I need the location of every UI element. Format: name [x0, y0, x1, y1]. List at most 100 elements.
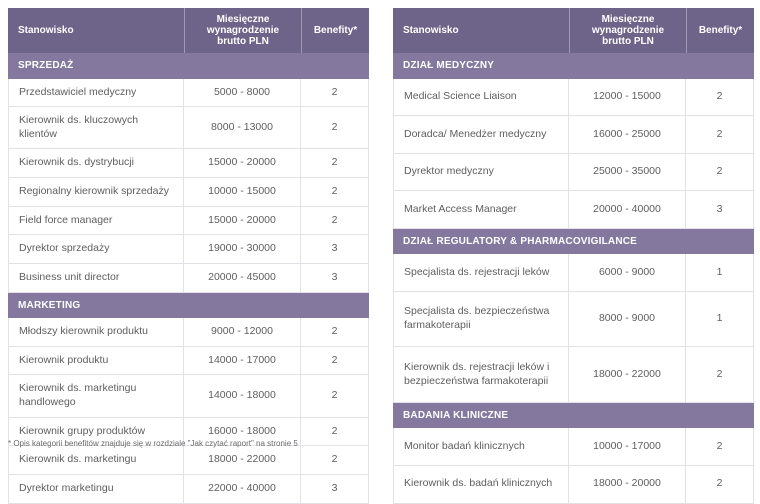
position-cell: Specjalista ds. rejestracji leków [393, 254, 569, 292]
section-header-row: SPRZEDAŻ [8, 53, 369, 79]
benefits-cell: 2 [301, 206, 369, 236]
salary-cell: 19000 - 30000 [184, 235, 301, 264]
table-row: Kierownik produktu 14000 - 17000 2 [8, 346, 369, 376]
salary-cell: 8000 - 9000 [569, 291, 686, 348]
position-cell: Kierownik ds. dystrybucji [8, 149, 184, 179]
salary-cell: 10000 - 17000 [569, 428, 686, 466]
table-header-row: Stanowisko Miesięczne wynagrodzenie brutt… [393, 8, 754, 53]
table-row: Dyrektor sprzedaży 19000 - 30000 3 [8, 235, 369, 264]
column-header-position: Stanowisko [8, 8, 184, 53]
section-title: BADANIA KLINICZNE [393, 402, 754, 429]
position-cell: Kierownik grupy produktów [8, 417, 184, 447]
table-row: Doradca/ Menedżer medyczny 16000 - 25000 2 [393, 116, 754, 154]
column-header-benefits: Benefity* [301, 8, 369, 53]
table-row: Kierownik grupy produktów 16000 - 18000 2 [8, 417, 369, 447]
benefits-cell: 2 [301, 178, 369, 207]
column-header-position: Stanowisko [393, 8, 569, 53]
salary-cell: 16000 - 18000 [184, 417, 301, 447]
salary-cell: 5000 - 8000 [184, 78, 301, 108]
salary-cell: 15000 - 20000 [184, 206, 301, 236]
salary-table-left: Stanowisko Miesięczne wynagrodzenie brutt… [8, 8, 369, 504]
table-row: Specjalista ds. bezpieczeństwa farmakote… [393, 291, 754, 348]
position-cell: Kierownik ds. kluczowych klientów [8, 107, 184, 150]
position-cell: Medical Science Liaison [393, 78, 569, 117]
benefits-cell: 2 [686, 347, 754, 403]
salary-cell: 14000 - 18000 [184, 375, 301, 418]
benefits-cell: 3 [301, 235, 369, 264]
salary-cell: 9000 - 12000 [184, 318, 301, 347]
benefits-cell: 3 [686, 191, 754, 229]
table-row: Kierownik ds. rejestracji leków i bezpie… [393, 347, 754, 403]
benefits-cell: 2 [301, 149, 369, 179]
benefits-cell: 2 [301, 318, 369, 347]
salary-cell: 15000 - 20000 [184, 149, 301, 179]
benefits-cell: 2 [301, 78, 369, 108]
column-header-salary: Miesięczne wynagrodzenie brutto PLN [184, 8, 301, 53]
section-title: MARKETING [8, 292, 369, 319]
footnote: * Opis kategorii benefitów znajduje się … [8, 439, 298, 448]
position-cell: Business unit director [8, 263, 184, 293]
salary-cell: 20000 - 40000 [569, 191, 686, 229]
salary-cell: 10000 - 15000 [184, 178, 301, 207]
benefits-cell: 2 [301, 375, 369, 418]
position-cell: Kierownik ds. badań klinicznych [393, 465, 569, 504]
salary-cell: 22000 - 40000 [184, 474, 301, 504]
salary-cell: 18000 - 20000 [569, 465, 686, 504]
salary-cell: 6000 - 9000 [569, 254, 686, 292]
position-cell: Field force manager [8, 206, 184, 236]
section-title: DZIAŁ REGULATORY & PHARMACOVIGILANCE [393, 228, 754, 255]
salary-cell: 20000 - 45000 [184, 263, 301, 293]
position-cell: Kierownik ds. marketingu [8, 446, 184, 475]
position-cell: Dyrektor marketingu [8, 474, 184, 504]
position-cell: Kierownik ds. marketingu handlowego [8, 375, 184, 418]
table-row: Kierownik ds. kluczowych klientów 8000 - … [8, 107, 369, 150]
table-row: Kierownik ds. marketingu handlowego 14000… [8, 375, 369, 418]
benefits-cell: 2 [301, 107, 369, 150]
table-row: Market Access Manager 20000 - 40000 3 [393, 191, 754, 229]
salary-cell: 18000 - 22000 [569, 347, 686, 403]
table-header-row: Stanowisko Miesięczne wynagrodzenie brutt… [8, 8, 369, 53]
table-row: Dyrektor medyczny 25000 - 35000 2 [393, 153, 754, 192]
table-row: Kierownik ds. marketingu 18000 - 22000 2 [8, 446, 369, 475]
position-cell: Dyrektor medyczny [393, 153, 569, 192]
position-cell: Kierownik produktu [8, 346, 184, 376]
table-row: Medical Science Liaison 12000 - 15000 2 [393, 78, 754, 117]
position-cell: Specjalista ds. bezpieczeństwa farmakote… [393, 291, 569, 348]
benefits-cell: 3 [301, 474, 369, 504]
position-cell: Dyrektor sprzedaży [8, 235, 184, 264]
benefits-cell: 2 [686, 428, 754, 466]
position-cell: Młodszy kierownik produktu [8, 318, 184, 347]
column-header-benefits: Benefity* [686, 8, 754, 53]
table-row: Kierownik ds. badań klinicznych 18000 - 2… [393, 465, 754, 504]
table-row: Dyrektor marketingu 22000 - 40000 3 [8, 474, 369, 504]
salary-cell: 12000 - 15000 [569, 78, 686, 117]
benefits-cell: 2 [686, 78, 754, 117]
position-cell: Przedstawiciel medyczny [8, 78, 184, 108]
section-header-row: DZIAŁ REGULATORY & PHARMACOVIGILANCE [393, 228, 754, 255]
salary-cell: 14000 - 17000 [184, 346, 301, 376]
section-title: DZIAŁ MEDYCZNY [393, 53, 754, 79]
position-cell: Monitor badań klinicznych [393, 428, 569, 466]
section-header-row: DZIAŁ MEDYCZNY [393, 53, 754, 79]
benefits-cell: 1 [686, 291, 754, 348]
table-row: Specjalista ds. rejestracji leków 6000 - … [393, 254, 754, 292]
table-row: Przedstawiciel medyczny 5000 - 8000 2 [8, 78, 369, 108]
salary-table-right: Stanowisko Miesięczne wynagrodzenie brutt… [393, 8, 754, 504]
salary-cell: 16000 - 25000 [569, 116, 686, 154]
position-cell: Market Access Manager [393, 191, 569, 229]
benefits-cell: 2 [301, 446, 369, 475]
section-header-row: BADANIA KLINICZNE [393, 402, 754, 429]
benefits-cell: 2 [686, 153, 754, 192]
salary-cell: 25000 - 35000 [569, 153, 686, 192]
column-header-salary: Miesięczne wynagrodzenie brutto PLN [569, 8, 686, 53]
table-row: Business unit director 20000 - 45000 3 [8, 263, 369, 293]
benefits-cell: 2 [686, 116, 754, 154]
salary-cell: 8000 - 13000 [184, 107, 301, 150]
table-row: Młodszy kierownik produktu 9000 - 12000 2 [8, 318, 369, 347]
table-row: Regionalny kierownik sprzedaży 10000 - 15… [8, 178, 369, 207]
position-cell: Kierownik ds. rejestracji leków i bezpie… [393, 347, 569, 403]
benefits-cell: 3 [301, 263, 369, 293]
position-cell: Doradca/ Menedżer medyczny [393, 116, 569, 154]
benefits-cell: 2 [301, 417, 369, 447]
